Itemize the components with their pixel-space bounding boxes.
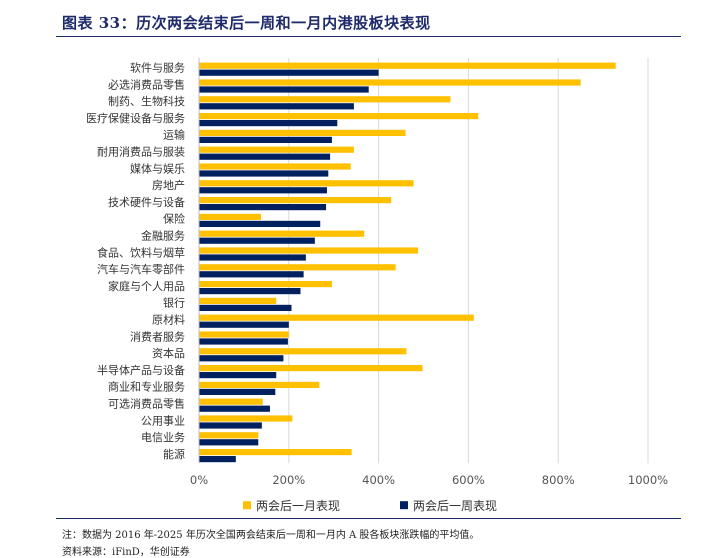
bar-week: [199, 288, 301, 295]
bar-week: [199, 422, 262, 429]
chart-title: 图表 33：历次两会结束后一周和一月内港股板块表现: [62, 14, 431, 32]
bar-month: [199, 314, 474, 321]
x-tick-label: 400%: [362, 473, 395, 487]
bar-week: [199, 405, 270, 412]
bar-week: [199, 372, 277, 379]
chart-note: 注：数据为 2016 年-2025 年历次全国两会结束后一周和一月内 A 股各板…: [62, 530, 480, 541]
category-label: 制药、生物科技: [108, 94, 185, 108]
bar-week: [199, 355, 284, 362]
bar-month: [199, 62, 616, 69]
bar-month: [199, 247, 419, 254]
category-label: 原材料: [152, 313, 185, 327]
bar-month: [199, 213, 261, 220]
bar-week: [199, 187, 327, 194]
bar-week: [199, 254, 306, 261]
bar-week: [199, 304, 292, 311]
category-label: 房地产: [152, 178, 185, 192]
category-label: 保险: [163, 212, 185, 226]
bar-week: [199, 103, 354, 110]
bar-month: [199, 129, 406, 136]
bar-month: [199, 163, 351, 170]
bar-week: [199, 170, 329, 177]
bar-month: [199, 281, 332, 288]
category-label: 电信业务: [141, 431, 185, 444]
category-label: 能源: [163, 447, 185, 461]
category-label: 商业和专业服务: [108, 380, 185, 394]
bar-week: [199, 120, 338, 127]
bar-month: [199, 180, 414, 187]
bar-week: [199, 237, 315, 244]
bar-week: [199, 439, 259, 446]
bar-week: [199, 204, 327, 211]
category-label: 软件与服务: [130, 61, 185, 75]
category-label: 半导体产品与设备: [97, 363, 185, 377]
category-label: 家庭与个人用品: [108, 279, 185, 293]
category-label: 公用事业: [141, 414, 185, 427]
bar-week: [199, 220, 321, 227]
bar-month: [199, 297, 277, 304]
bar-month: [199, 230, 365, 237]
bar-month: [199, 197, 392, 204]
bar-month: [199, 96, 451, 103]
bar-month: [199, 449, 352, 456]
bar-month: [199, 432, 259, 439]
bar-week: [199, 388, 276, 395]
category-label: 耐用消费品与服装: [97, 145, 185, 159]
bar-month: [199, 79, 581, 86]
category-label: 金融服务: [141, 229, 185, 243]
bar-week: [199, 86, 369, 93]
bar-week: [199, 338, 288, 345]
x-tick-label: 800%: [542, 473, 575, 487]
bar-month: [199, 365, 423, 372]
bar-month: [199, 398, 263, 405]
bar-week: [199, 136, 332, 143]
bar-week: [199, 69, 379, 76]
x-tick-label: 1000%: [628, 473, 668, 487]
category-label: 运输: [163, 128, 185, 142]
category-label: 技术硬件与设备: [108, 195, 185, 209]
x-tick-label: 600%: [452, 473, 485, 487]
bar-week: [199, 153, 331, 160]
bar-month: [199, 415, 293, 422]
bar-week: [199, 271, 304, 278]
bar-chart: 0% 200% 400% 600% 800% 1000% 软件与服务必选消费品零售制药、生物…: [86, 58, 668, 513]
category-label: 汽车与汽车零部件: [97, 262, 185, 276]
bar-week: [199, 456, 236, 463]
chart-source: 资料来源：iFinD，华创证券: [62, 547, 190, 558]
category-label: 必选消费品零售: [108, 77, 185, 91]
title-divider: [56, 36, 681, 37]
category-label: 消费者服务: [130, 329, 185, 343]
bar-week: [199, 321, 289, 328]
category-label: 食品、饮料与烟草: [97, 245, 185, 259]
bar-month: [199, 146, 354, 153]
bar-month: [199, 113, 479, 120]
category-label: 资本品: [152, 346, 185, 360]
legend-swatch: [400, 501, 408, 510]
x-tick-label: 0%: [190, 473, 208, 487]
bar-month: [199, 381, 320, 388]
legend-label: 两会后一月表现: [256, 499, 340, 513]
footer-divider: [56, 518, 681, 519]
x-tick-label: 200%: [272, 473, 305, 487]
bar-month: [199, 331, 289, 338]
legend-label: 两会后一周表现: [413, 499, 497, 513]
category-label: 媒体与娱乐: [130, 161, 185, 175]
bar-month: [199, 348, 407, 355]
bar-month: [199, 264, 396, 271]
category-label: 可选消费品零售: [108, 397, 185, 411]
category-label: 医疗保健设备与服务: [86, 111, 185, 125]
legend-swatch: [243, 501, 251, 510]
category-label: 银行: [163, 296, 185, 310]
